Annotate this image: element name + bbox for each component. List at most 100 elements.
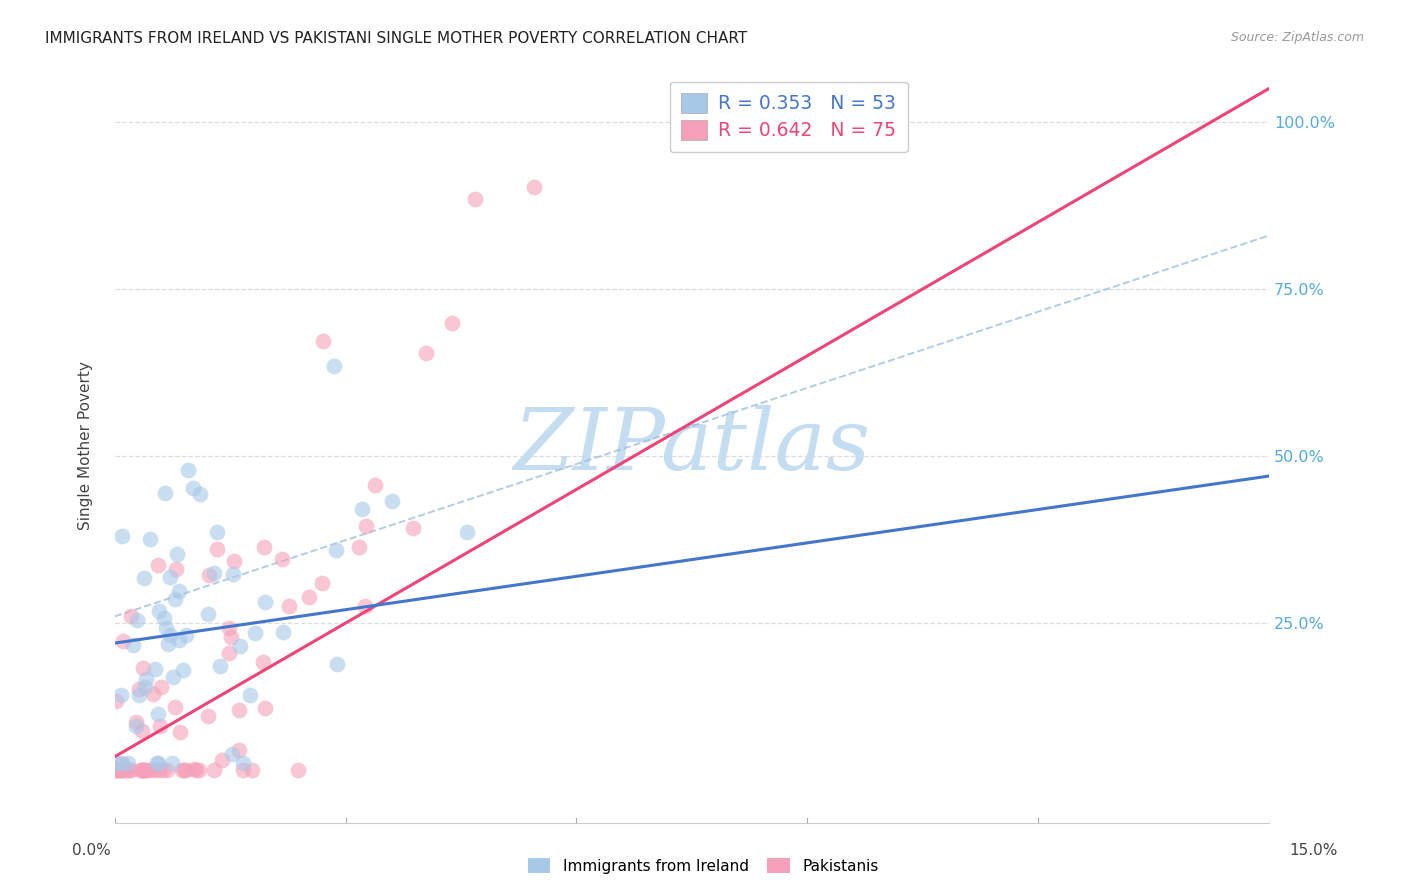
Point [143, 662, 166, 676]
Point [173, 763, 195, 777]
Point [155, 621, 177, 635]
Point [364, 477, 387, 491]
Point [132, 763, 155, 777]
Point [120, 763, 142, 777]
Point [253, 540, 276, 554]
Point [232, 763, 254, 777]
Point [152, 763, 174, 777]
Point [157, 636, 180, 650]
Point [219, 630, 242, 644]
Text: ZIPatlas: ZIPatlas [513, 405, 870, 487]
Point [111, 633, 134, 648]
Point [172, 663, 194, 677]
Point [174, 763, 197, 777]
Point [135, 672, 157, 686]
Point [142, 687, 165, 701]
Point [148, 763, 170, 777]
Point [136, 763, 159, 777]
Point [222, 567, 245, 582]
Point [523, 180, 546, 194]
Point [138, 532, 160, 546]
Point [107, 763, 129, 777]
Point [183, 762, 205, 776]
Point [188, 763, 211, 777]
Point [167, 584, 190, 599]
Point [125, 718, 148, 732]
Point [221, 747, 243, 762]
Point [146, 706, 169, 721]
Point [239, 688, 262, 702]
Point [149, 719, 172, 733]
Point [441, 316, 464, 330]
Point [132, 571, 155, 585]
Point [174, 628, 197, 642]
Point [131, 763, 153, 777]
Point [125, 613, 148, 627]
Text: 15.0%: 15.0% [1289, 843, 1337, 858]
Legend: R = 0.353   N = 53, R = 0.642   N = 75: R = 0.353 N = 53, R = 0.642 N = 75 [669, 82, 907, 152]
Point [129, 763, 152, 777]
Point [134, 763, 156, 777]
Point [325, 542, 347, 557]
Point [202, 763, 225, 777]
Point [167, 632, 190, 647]
Point [298, 590, 321, 604]
Point [254, 701, 277, 715]
Point [105, 756, 128, 771]
Point [228, 639, 250, 653]
Point [125, 714, 148, 729]
Point [228, 703, 250, 717]
Point [107, 763, 129, 777]
Point [350, 501, 373, 516]
Point [114, 763, 136, 777]
Point [197, 709, 219, 723]
Point [165, 699, 187, 714]
Point [218, 646, 240, 660]
Point [139, 763, 162, 777]
Legend: Immigrants from Ireland, Pakistanis: Immigrants from Ireland, Pakistanis [522, 852, 884, 880]
Point [188, 486, 211, 500]
Point [169, 725, 191, 739]
Point [197, 567, 219, 582]
Point [354, 518, 377, 533]
Point [186, 763, 208, 777]
Text: 0.0%: 0.0% [72, 843, 111, 858]
Point [211, 753, 233, 767]
Point [160, 756, 183, 771]
Point [311, 576, 333, 591]
Point [155, 485, 177, 500]
Point [159, 628, 181, 642]
Point [456, 525, 478, 540]
Point [111, 756, 134, 771]
Point [464, 192, 486, 206]
Point [349, 540, 371, 554]
Point [218, 621, 240, 635]
Point [104, 694, 127, 708]
Point [311, 334, 333, 348]
Point [277, 599, 299, 613]
Point [381, 493, 404, 508]
Point [111, 529, 134, 543]
Point [415, 346, 437, 360]
Point [165, 562, 187, 576]
Point [232, 756, 254, 771]
Point [132, 661, 155, 675]
Point [150, 680, 173, 694]
Point [228, 743, 250, 757]
Point [181, 481, 204, 495]
Point [128, 682, 150, 697]
Point [111, 763, 134, 777]
Point [131, 724, 153, 739]
Point [197, 607, 219, 622]
Point [162, 670, 184, 684]
Point [254, 595, 277, 609]
Point [252, 655, 274, 669]
Point [166, 547, 188, 561]
Point [208, 659, 231, 673]
Point [401, 520, 423, 534]
Point [325, 657, 347, 671]
Point [159, 569, 181, 583]
Point [207, 542, 229, 557]
Point [128, 688, 150, 702]
Point [177, 463, 200, 477]
